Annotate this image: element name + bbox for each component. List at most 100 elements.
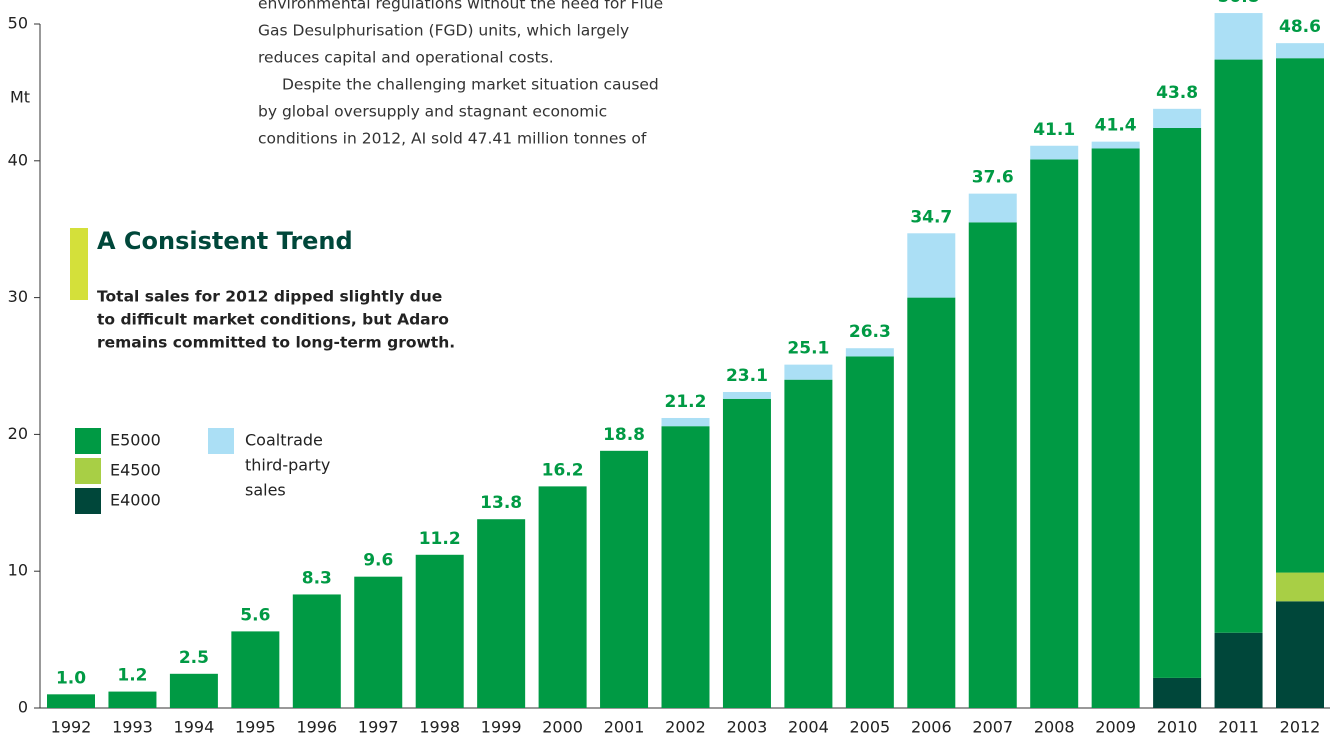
legend-swatch bbox=[75, 428, 101, 454]
x-tick-label: 1996 bbox=[296, 718, 337, 737]
legend-label: E4500 bbox=[110, 461, 161, 480]
bar-segment bbox=[1276, 58, 1324, 573]
x-tick-label: 2009 bbox=[1095, 718, 1136, 737]
x-tick-label: 2005 bbox=[849, 718, 890, 737]
bar-segment bbox=[1091, 148, 1140, 708]
bar-segment bbox=[1276, 43, 1324, 59]
x-tick-label: 2007 bbox=[972, 718, 1013, 737]
bar-segment bbox=[600, 450, 649, 708]
bar-segment bbox=[1091, 141, 1140, 149]
value-label: 41.4 bbox=[1095, 116, 1137, 136]
y-tick-label: 40 bbox=[8, 150, 28, 169]
x-tick-label: 2004 bbox=[788, 718, 829, 737]
value-label: 43.8 bbox=[1156, 83, 1198, 103]
subtitle-line: remains committed to long-term growth. bbox=[97, 334, 455, 352]
value-label: 2.5 bbox=[179, 648, 209, 668]
bar-segment bbox=[47, 694, 95, 708]
bar-segment bbox=[1214, 632, 1263, 708]
value-label: 1.0 bbox=[56, 668, 86, 688]
x-tick-label: 2008 bbox=[1034, 718, 1075, 737]
paragraph-line: environmental regulations without the ne… bbox=[258, 0, 663, 13]
value-label: 18.8 bbox=[603, 425, 645, 445]
bar-segment bbox=[661, 426, 710, 708]
x-tick-label: 2003 bbox=[727, 718, 768, 737]
x-tick-label: 2000 bbox=[542, 718, 583, 737]
x-tick-label: 2011 bbox=[1218, 718, 1259, 737]
bar-segment bbox=[1153, 127, 1202, 678]
bar-segment bbox=[1153, 108, 1202, 128]
legend-label: third-party bbox=[245, 456, 330, 475]
value-label: 21.2 bbox=[665, 392, 707, 412]
legend-swatch bbox=[75, 488, 101, 514]
bar-segment bbox=[722, 391, 771, 399]
bar-segment bbox=[845, 356, 894, 708]
bar-segment bbox=[1214, 59, 1263, 633]
x-tick-label: 1998 bbox=[419, 718, 460, 737]
y-tick-label: 20 bbox=[8, 424, 28, 443]
bar-segment bbox=[538, 486, 587, 708]
y-tick-label: 10 bbox=[8, 561, 28, 580]
x-tick-label: 1995 bbox=[235, 718, 276, 737]
legend-swatch bbox=[75, 458, 101, 484]
bar-segment bbox=[415, 554, 464, 708]
value-label: 16.2 bbox=[542, 460, 584, 480]
value-label: 13.8 bbox=[480, 493, 522, 513]
x-tick-label: 2001 bbox=[604, 718, 645, 737]
bar-segment bbox=[661, 417, 710, 427]
bar-segment bbox=[907, 297, 956, 708]
legend-label: Coaltrade bbox=[245, 431, 323, 450]
x-tick-label: 2010 bbox=[1157, 718, 1198, 737]
bar-segment bbox=[784, 379, 833, 708]
bar-segment bbox=[1153, 677, 1202, 708]
x-tick-label: 2006 bbox=[911, 718, 952, 737]
y-axis-label: Mt bbox=[10, 88, 30, 107]
heading-accent bbox=[70, 228, 88, 300]
x-tick-label: 1993 bbox=[112, 718, 153, 737]
value-label: 25.1 bbox=[787, 339, 829, 359]
x-tick-label: 1992 bbox=[51, 718, 92, 737]
legend-label: sales bbox=[245, 481, 286, 500]
chart-title: A Consistent Trend bbox=[97, 227, 353, 255]
paragraph-line: Gas Desulphurisation (FGD) units, which … bbox=[258, 22, 629, 40]
subtitle-line: Total sales for 2012 dipped slightly due bbox=[97, 288, 442, 306]
value-label: 9.6 bbox=[363, 551, 393, 571]
value-label: 26.3 bbox=[849, 322, 891, 342]
legend-swatch bbox=[208, 428, 234, 454]
bar-segment bbox=[477, 519, 526, 708]
value-label: 34.7 bbox=[910, 207, 952, 227]
paragraph-line: Despite the challenging market situation… bbox=[282, 76, 659, 94]
legend-label: E4000 bbox=[110, 491, 161, 510]
bar-segment bbox=[784, 364, 833, 380]
value-label: 11.2 bbox=[419, 529, 461, 549]
bar-segment bbox=[231, 631, 280, 708]
bar-segment bbox=[1030, 145, 1079, 160]
bar-segment bbox=[354, 576, 403, 708]
value-label: 50.8 bbox=[1218, 0, 1260, 7]
paragraph-line: conditions in 2012, AI sold 47.41 millio… bbox=[258, 130, 647, 148]
bar-segment bbox=[968, 222, 1017, 709]
value-label: 37.6 bbox=[972, 168, 1014, 188]
bar-segment bbox=[907, 233, 956, 298]
value-label: 41.1 bbox=[1033, 120, 1075, 140]
value-label: 23.1 bbox=[726, 366, 768, 386]
x-tick-label: 2002 bbox=[665, 718, 706, 737]
y-tick-label: 50 bbox=[8, 14, 28, 33]
bar-segment bbox=[968, 193, 1017, 223]
value-label: 8.3 bbox=[302, 568, 332, 588]
bar-segment bbox=[292, 594, 341, 708]
x-tick-label: 2012 bbox=[1280, 718, 1321, 737]
bar-segment bbox=[1030, 159, 1079, 708]
paragraph-line: by global oversupply and stagnant econom… bbox=[258, 103, 607, 121]
subtitle-line: to difficult market conditions, but Adar… bbox=[97, 311, 449, 329]
bar-segment bbox=[1276, 572, 1324, 602]
x-tick-label: 1994 bbox=[174, 718, 215, 737]
bar-segment bbox=[108, 691, 157, 708]
bar-segment bbox=[1214, 13, 1263, 60]
legend-label: E5000 bbox=[110, 431, 161, 450]
paragraph-line: reduces capital and operational costs. bbox=[258, 49, 554, 67]
bar-segment bbox=[1276, 601, 1324, 708]
bar-segment bbox=[845, 348, 894, 357]
value-label: 1.2 bbox=[117, 666, 147, 686]
x-tick-label: 1997 bbox=[358, 718, 399, 737]
